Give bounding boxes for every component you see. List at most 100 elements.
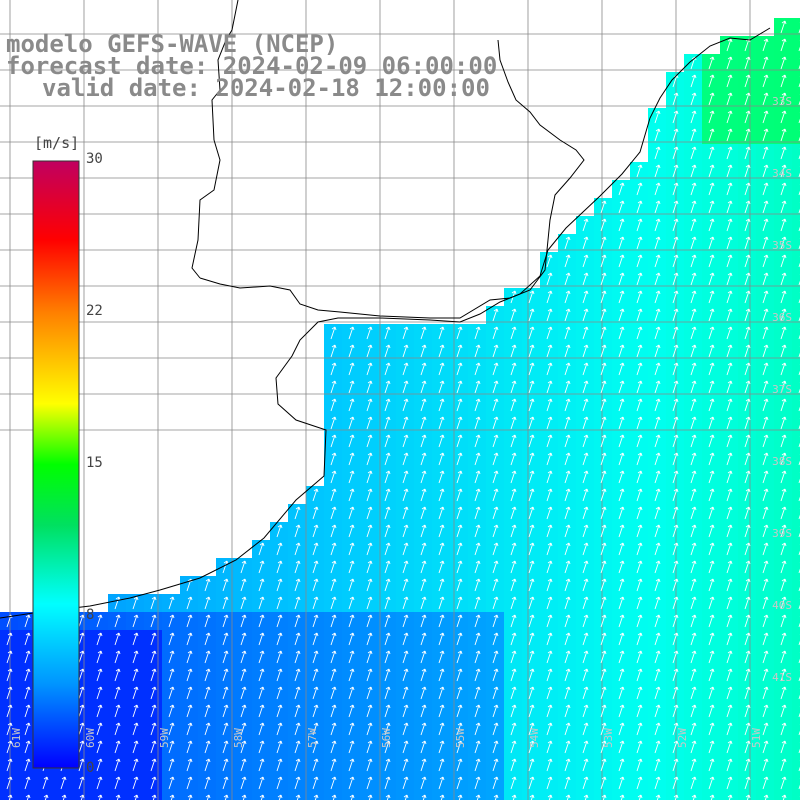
wind-arrow (402, 470, 409, 484)
wind-arrow (510, 776, 517, 790)
wind-arrow (384, 416, 391, 430)
wind-arrow (672, 686, 679, 700)
wind-arrow (456, 740, 463, 754)
wind-arrow (474, 614, 481, 628)
wind-arrow (726, 524, 733, 538)
wind-arrow (726, 614, 733, 628)
wind-arrow (690, 164, 697, 178)
wind-arrow (600, 578, 607, 592)
wind-arrow (510, 434, 517, 448)
wind-arrow (78, 650, 85, 664)
wind-arrow (654, 254, 661, 268)
wind-arrow (618, 326, 625, 340)
wind-arrow (744, 164, 751, 178)
wind-arrow (762, 470, 769, 484)
wind-arrow (312, 740, 319, 754)
wind-arrow (600, 452, 607, 466)
wind-arrow (402, 380, 409, 394)
wind-arrow (492, 686, 499, 700)
wind-arrow (312, 668, 319, 682)
wind-arrow (492, 326, 499, 340)
wind-arrow (366, 668, 373, 682)
wind-arrow (330, 596, 337, 610)
wind-arrow (636, 380, 643, 394)
wind-arrow (474, 524, 481, 538)
wind-arrow (186, 776, 193, 790)
wind-arrow (618, 704, 625, 718)
lon-label: 60W (84, 728, 97, 748)
wind-arrow (672, 452, 679, 466)
wind-arrow (708, 56, 715, 70)
wind-arrow (438, 632, 445, 646)
wind-arrow (762, 560, 769, 574)
lon-label: 58W (232, 728, 245, 748)
wind-arrow (240, 704, 247, 718)
wind-arrow (618, 686, 625, 700)
wind-arrow (366, 776, 373, 790)
wind-arrow (222, 596, 229, 610)
wind-arrow (186, 722, 193, 736)
wind-arrow (672, 416, 679, 430)
wind-arrow (438, 488, 445, 502)
wind-arrow (636, 578, 643, 592)
wind-arrow (780, 686, 787, 700)
wind-arrow (510, 668, 517, 682)
wind-arrow (618, 308, 625, 322)
wind-arrow (96, 776, 103, 790)
wind-arrow (780, 164, 787, 178)
wind-arrow (654, 488, 661, 502)
colorbar-tick-8: 8 (86, 607, 95, 623)
wind-arrow (762, 434, 769, 448)
wind-arrow (780, 74, 787, 88)
wind-arrow (294, 578, 301, 592)
wind-arrow (654, 326, 661, 340)
wind-arrow (384, 560, 391, 574)
wind-arrow (762, 524, 769, 538)
wind-arrow (330, 452, 337, 466)
wind-arrow (618, 506, 625, 520)
wind-arrow (330, 776, 337, 790)
wind-arrow (78, 758, 85, 772)
wind-arrow (636, 182, 643, 196)
wind-arrow (240, 614, 247, 628)
wind-arrow (546, 560, 553, 574)
wind-arrow (690, 110, 697, 124)
wind-arrow (132, 668, 139, 682)
wind-cell (792, 450, 800, 468)
wind-arrow (240, 686, 247, 700)
wind-arrow (780, 362, 787, 376)
wind-arrow (564, 614, 571, 628)
wind-cell (792, 252, 800, 270)
wind-arrow (690, 524, 697, 538)
wind-arrow (690, 434, 697, 448)
wind-arrow (474, 578, 481, 592)
wind-arrow (492, 650, 499, 664)
wind-arrow (312, 686, 319, 700)
wind-arrow (762, 164, 769, 178)
wind-arrow (384, 614, 391, 628)
wind-arrow (618, 182, 625, 196)
wind-arrow (420, 578, 427, 592)
wind-arrow (690, 128, 697, 142)
wind-arrow (348, 362, 355, 376)
wind-arrow (420, 416, 427, 430)
wind-arrow (366, 758, 373, 772)
wind-arrow (600, 704, 607, 718)
wind-arrow (168, 776, 175, 790)
wind-arrow (330, 560, 337, 574)
lat-label: 40S (772, 599, 792, 612)
wind-arrow (96, 740, 103, 754)
wind-arrow (582, 722, 589, 736)
wind-arrow (582, 596, 589, 610)
wind-arrow (564, 344, 571, 358)
wind-arrow (564, 632, 571, 646)
wind-arrow (726, 290, 733, 304)
wind-arrow (762, 362, 769, 376)
wind-arrow (582, 380, 589, 394)
wind-arrow (654, 776, 661, 790)
wind-arrow (600, 272, 607, 286)
wind-arrow (204, 722, 211, 736)
wind-arrow (690, 578, 697, 592)
wind-arrow (744, 74, 751, 88)
wind-arrow (708, 614, 715, 628)
